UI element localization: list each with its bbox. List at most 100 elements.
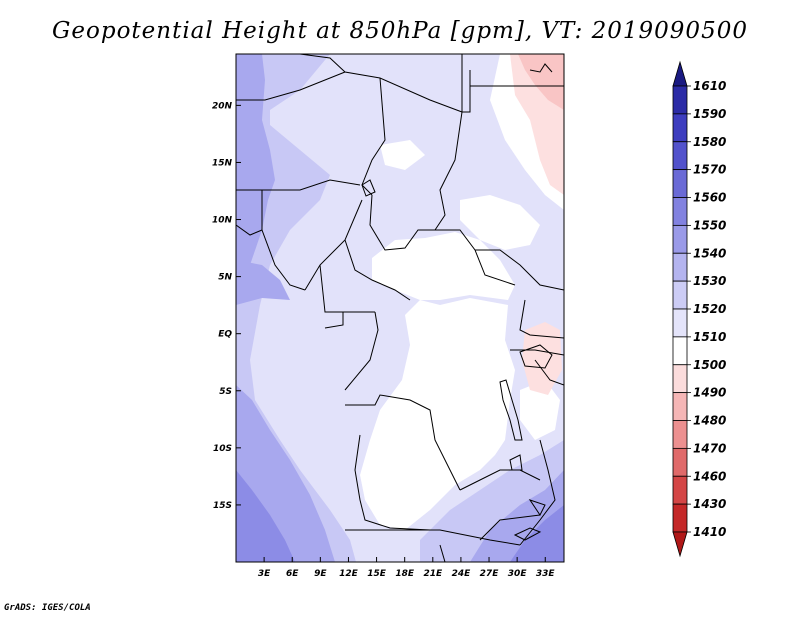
lat-tick-label: 15S bbox=[213, 501, 232, 511]
field-1520-southeast-patch bbox=[520, 380, 560, 440]
colorbar-label: 1590 bbox=[693, 107, 726, 121]
colorbar-segment bbox=[672, 503, 688, 533]
field-1490-northeast bbox=[518, 54, 564, 110]
lake-victoria bbox=[519, 344, 553, 369]
field-1520-east-patch bbox=[460, 195, 540, 250]
field-1500-lakes bbox=[522, 322, 562, 395]
colorbar-segment bbox=[672, 113, 688, 143]
colorbar-segment bbox=[672, 224, 688, 254]
lat-tick-label: 20N bbox=[212, 101, 233, 111]
border-angola-zambia bbox=[354, 434, 431, 531]
lon-tick-label: 15E bbox=[367, 569, 387, 579]
colorbar-label: 1470 bbox=[693, 441, 726, 455]
longitude-axis: 3E 6E 9E 12E 15E 18E 21E 24E 27E 30E 33E bbox=[258, 557, 556, 579]
lon-tick-label: 18E bbox=[395, 569, 415, 579]
colorbar-label: 1610 bbox=[693, 79, 726, 93]
colorbar-label: 1550 bbox=[693, 218, 726, 232]
colorbar-label: 1490 bbox=[693, 386, 726, 400]
lon-tick-label: 30E bbox=[508, 569, 528, 579]
lon-tick-label: 12E bbox=[339, 569, 359, 579]
colorbar-label: 1570 bbox=[693, 163, 726, 177]
height-field bbox=[236, 54, 564, 562]
grads-credit: GrADS: IGES/COLA bbox=[4, 603, 91, 613]
border-car-north bbox=[369, 194, 516, 286]
lat-tick-label: 10N bbox=[212, 216, 233, 226]
colorbar-label: 1480 bbox=[693, 414, 726, 428]
border-cameroon-south bbox=[319, 264, 375, 313]
country-borders bbox=[236, 54, 564, 562]
border-malawi-mozambique bbox=[519, 439, 556, 546]
colorbar-label: 1500 bbox=[693, 358, 726, 372]
border-cameroon-nigeria bbox=[304, 199, 363, 291]
lon-tick-label: 6E bbox=[286, 569, 299, 579]
field-1520-north-patch bbox=[380, 140, 425, 170]
border-tanzania bbox=[534, 359, 564, 386]
colorbar-label: 1520 bbox=[693, 302, 726, 316]
border-west-coast bbox=[236, 189, 306, 291]
border-egypt-sudan bbox=[461, 54, 564, 113]
lat-tick-label: 15N bbox=[212, 158, 233, 168]
lake-malawi bbox=[528, 499, 546, 516]
colorbar-label: 1410 bbox=[693, 525, 726, 539]
border-drc-south bbox=[345, 394, 461, 491]
colorbar: 1610 1590 1580 1570 1560 1550 1540 1530 1520 1510… bbox=[672, 60, 726, 558]
lon-tick-label: 3E bbox=[258, 569, 271, 579]
lon-tick-label: 9E bbox=[314, 569, 327, 579]
lake-kariba bbox=[513, 527, 542, 541]
border-rwanda-burundi bbox=[510, 349, 564, 356]
lon-tick-label: 27E bbox=[480, 569, 500, 579]
colorbar-top-arrow bbox=[672, 60, 688, 87]
colorbar-segment bbox=[672, 475, 688, 505]
border-zimbabwe bbox=[479, 514, 541, 541]
colorbar-segment bbox=[672, 197, 688, 226]
map-title: Geopotential Height at 850hPa [gpm], VT:… bbox=[52, 18, 748, 44]
colorbar-label: 1510 bbox=[693, 330, 726, 344]
lon-tick-label: 33E bbox=[536, 569, 556, 579]
colorbar-segment bbox=[672, 280, 688, 310]
colorbar-bottom-arrow bbox=[672, 531, 688, 558]
lake-chad bbox=[361, 179, 376, 197]
lat-tick-label: 5S bbox=[219, 387, 232, 397]
field-1540-gulf bbox=[236, 260, 290, 305]
border-uganda-kenya bbox=[519, 299, 564, 339]
colorbar-segment bbox=[672, 420, 688, 449]
map-frame bbox=[235, 53, 565, 563]
colorbar-label: 1460 bbox=[693, 469, 726, 483]
border-botswana bbox=[439, 544, 446, 562]
colorbar-label: 1580 bbox=[693, 135, 726, 149]
colorbar-label: 1540 bbox=[693, 246, 726, 260]
border-niger-nigeria bbox=[262, 179, 361, 191]
field-1520-center bbox=[360, 232, 515, 530]
colorbar-segment bbox=[672, 336, 688, 366]
colorbar-label: 1530 bbox=[693, 274, 726, 288]
colorbar-segment bbox=[672, 141, 688, 171]
colorbar-segment bbox=[672, 364, 688, 394]
colorbar-segment bbox=[672, 447, 688, 477]
colorbar-segment bbox=[672, 85, 688, 115]
colorbar-label: 1430 bbox=[693, 497, 726, 511]
colorbar-label: 1560 bbox=[693, 191, 726, 205]
border-congo-drc bbox=[344, 311, 379, 391]
border-mali-niger bbox=[236, 71, 346, 101]
lake-tanganyika bbox=[499, 379, 523, 441]
river-nile-detail bbox=[529, 63, 553, 73]
lake-mweru bbox=[509, 454, 523, 471]
lon-tick-label: 21E bbox=[423, 569, 443, 579]
border-libya-chad-sudan bbox=[361, 77, 386, 196]
lat-tick-label: 5N bbox=[218, 273, 232, 283]
latitude-axis: 20N 15N 10N 5N EQ 5S 10S 15S bbox=[212, 101, 241, 511]
lon-tick-label: 24E bbox=[452, 569, 472, 579]
lat-tick-label: EQ bbox=[218, 330, 232, 340]
field-1540-west bbox=[236, 54, 275, 280]
colorbar-segment bbox=[672, 169, 688, 198]
colorbar-segment bbox=[672, 252, 688, 282]
border-zambia-east bbox=[459, 469, 541, 491]
border-west-coast-2 bbox=[236, 224, 263, 236]
border-algeria-libya-niger bbox=[299, 54, 463, 113]
field-1550-southwest bbox=[236, 470, 295, 562]
colorbar-segment bbox=[672, 308, 688, 338]
border-south-sudan bbox=[475, 249, 564, 291]
border-gabon-congo bbox=[324, 312, 344, 329]
colorbar-segment bbox=[672, 392, 688, 421]
